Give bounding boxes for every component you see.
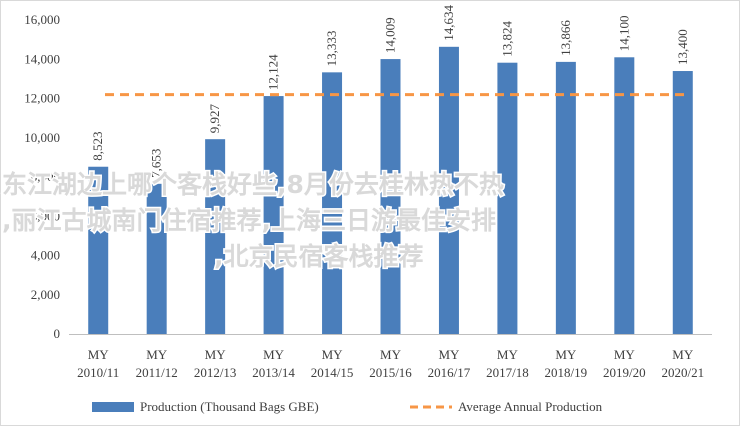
x-tick-label: MY 2013/14 <box>252 347 295 380</box>
bar-data-label: 7,653 <box>149 149 164 178</box>
bar <box>146 183 167 334</box>
bar <box>497 62 518 334</box>
y-tick-label: 8,000 <box>31 169 60 184</box>
y-tick-label: 0 <box>54 326 61 341</box>
x-tick-label: MY 2019/20 <box>603 347 646 380</box>
bar <box>614 57 635 334</box>
y-tick-label: 12,000 <box>24 91 60 106</box>
y-tick-label: 10,000 <box>24 130 60 145</box>
bar <box>322 72 343 334</box>
bar <box>205 139 226 334</box>
bar <box>263 96 284 334</box>
y-tick-label: 14,000 <box>24 51 60 66</box>
bar-data-label: 13,333 <box>324 31 339 67</box>
legend-label-average: Average Annual Production <box>458 399 603 414</box>
bar <box>555 61 576 334</box>
legend: Production (Thousand Bags GBE) Average A… <box>92 399 603 414</box>
bar-data-label: 9,927 <box>207 103 222 133</box>
bar-data-label: 14,100 <box>616 16 631 52</box>
y-tick-label: 16,000 <box>24 12 60 27</box>
overlay-line-1: 东江湖边上哪个客栈好些,8月份去桂林热不热 <box>2 170 504 199</box>
legend-label-production: Production (Thousand Bags GBE) <box>140 399 319 414</box>
x-tick-label: MY 2014/15 <box>311 347 354 380</box>
x-tick-label: MY 2020/21 <box>661 347 704 380</box>
x-tick-label: MY 2015/16 <box>369 347 412 380</box>
legend-swatch-production <box>92 402 134 412</box>
bar-data-label: 14,634 <box>441 5 456 41</box>
bar-data-label: 13,866 <box>558 20 573 56</box>
bar-data-label: 13,824 <box>499 20 514 56</box>
overlay-line-2: ,丽江古城南门住宿推荐,上海三日游最佳安排 <box>2 206 496 235</box>
y-tick-label: 6,000 <box>31 208 60 223</box>
x-tick-label: MY 2010/11 <box>77 347 119 380</box>
bars <box>88 46 693 335</box>
x-tick-label: MY 2012/13 <box>194 347 237 380</box>
bar-data-label: 12,124 <box>266 54 281 90</box>
x-tick-label: MY 2017/18 <box>486 347 529 380</box>
data-labels: 8,523 7,653 9,927 12,124 13,333 14,009 14,634 1… <box>90 5 690 178</box>
overlay-line-3: ,北京民宿客栈推荐 <box>214 242 424 271</box>
bar-data-label: 14,009 <box>383 17 398 53</box>
bar-data-label: 13,400 <box>675 29 690 65</box>
x-axis: MY 2010/11 MY 2011/12 MY 2012/13 MY 2013/14 MY 20… <box>69 334 712 380</box>
x-tick-label: MY 2011/12 <box>136 347 178 380</box>
bar <box>672 71 693 335</box>
bar <box>438 46 459 335</box>
x-tick-label: MY 2016/17 <box>428 347 471 380</box>
y-tick-label: 4,000 <box>31 248 60 263</box>
bar <box>380 59 401 335</box>
overlay-text: 东江湖边上哪个客栈好些,8月份去桂林热不热 ,丽江古城南门住宿推荐,上海三日游最… <box>1 169 506 273</box>
y-axis: 0 2,000 4,000 6,000 8,000 10,000 12,000 14,000 1… <box>24 12 60 341</box>
bar <box>88 166 109 334</box>
x-tick-label: MY 2018/19 <box>545 347 588 380</box>
y-tick-label: 2,000 <box>31 287 60 302</box>
bar-data-label: 8,523 <box>90 131 105 160</box>
